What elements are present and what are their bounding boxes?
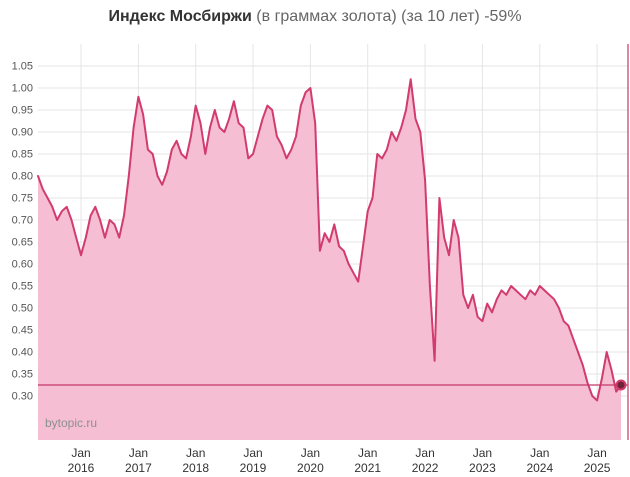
y-axis-label: 0.55	[12, 281, 33, 293]
x-axis-label-year: 2020	[297, 461, 324, 475]
y-axis-label: 1.00	[12, 83, 33, 95]
y-axis-label: 0.85	[12, 149, 33, 161]
x-axis-label-year: 2018	[182, 461, 209, 475]
y-axis-label: 0.80	[12, 171, 33, 183]
x-axis-label-month: Jan	[358, 446, 377, 460]
x-axis-label-year: 2019	[240, 461, 267, 475]
x-axis-label-year: 2023	[469, 461, 496, 475]
y-axis-label: 0.70	[12, 215, 33, 227]
y-axis-label: 0.60	[12, 259, 33, 271]
x-axis-label-year: 2016	[68, 461, 95, 475]
y-axis-label: 0.40	[12, 347, 33, 359]
x-axis-label-month: Jan	[301, 446, 320, 460]
x-axis-label-month: Jan	[186, 446, 205, 460]
y-axis-label: 0.75	[12, 193, 33, 205]
x-axis-label-month: Jan	[243, 446, 262, 460]
y-axis-label: 0.65	[12, 237, 33, 249]
y-axis-label: 0.95	[12, 105, 33, 117]
x-axis-label-month: Jan	[473, 446, 492, 460]
x-axis-label-month: Jan	[415, 446, 434, 460]
chart-title-suffix: (в граммах золота) (за 10 лет) -59%	[256, 8, 522, 25]
x-axis-label-month: Jan	[587, 446, 606, 460]
chart-title-main: Индекс Мосбиржи	[108, 8, 252, 25]
x-axis-label-year: 2024	[526, 461, 553, 475]
y-axis-label: 0.90	[12, 127, 33, 139]
x-axis-label-year: 2021	[354, 461, 381, 475]
watermark: bytopic.ru	[45, 416, 98, 430]
x-axis-label-month: Jan	[71, 446, 90, 460]
x-axis-label-year: 2025	[584, 461, 611, 475]
y-axis-label: 1.05	[12, 61, 33, 73]
x-axis-label-month: Jan	[530, 446, 549, 460]
y-axis-label: 0.50	[12, 303, 33, 315]
series-area	[38, 79, 621, 440]
endpoint-marker[interactable]	[615, 379, 627, 391]
series-line	[37, 78, 622, 402]
x-axis-label-year: 2017	[125, 461, 152, 475]
y-axis-label: 0.30	[12, 391, 33, 403]
chart-title: Индекс Мосбиржи (в граммах золота) (за 1…	[0, 8, 630, 26]
y-axis-label: 0.35	[12, 369, 33, 381]
x-axis-label-month: Jan	[129, 446, 148, 460]
y-axis-label: 0.45	[12, 325, 33, 337]
x-axis-label-year: 2022	[412, 461, 439, 475]
